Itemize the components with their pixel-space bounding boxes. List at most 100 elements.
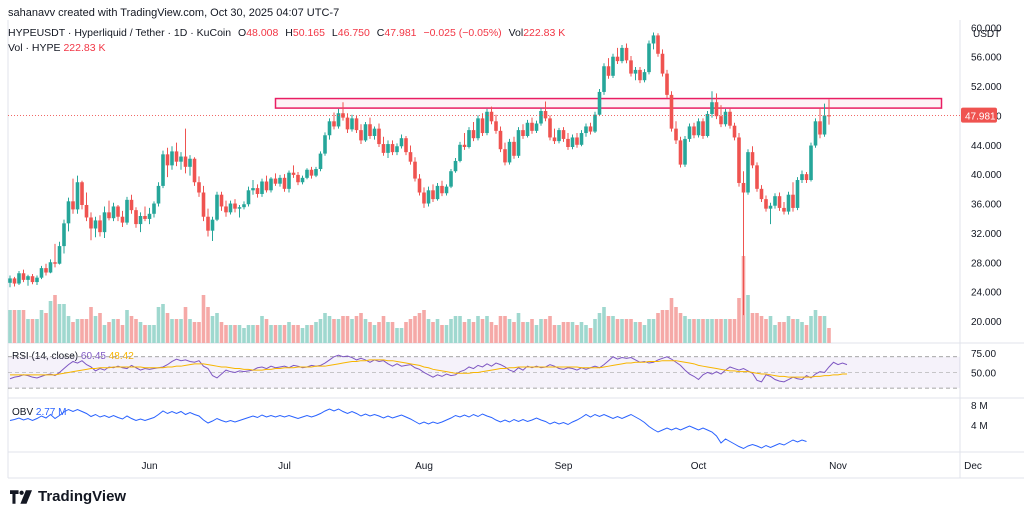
volume-bar [543,319,548,343]
candle-body [431,190,435,200]
low-label: L [331,27,338,39]
volume-bar [291,325,296,343]
volume-bar [242,328,246,343]
volume-bar [435,319,440,343]
price-tick-label: 40.000 [971,170,1002,181]
volume-bar [323,313,327,343]
candle-body [723,111,728,125]
volume-bar [363,319,368,343]
volume-bar [48,301,53,343]
candle-body [822,115,827,135]
volume-bar [444,325,449,343]
volume-bar [278,325,282,343]
volume-bar [818,316,822,343]
candle-body [755,165,759,189]
candle-body [246,190,251,205]
candle-body [714,102,719,117]
volume-bar [413,316,417,343]
volume-bar [156,307,161,343]
candle-body [525,122,530,136]
volume-legend-value: 222.83 K [63,42,106,54]
candle-body [219,194,224,207]
volume-bar [503,316,507,343]
price-tick-label: 44.000 [971,141,1002,152]
volume-bar [134,319,138,343]
volume-bar [102,325,107,343]
candle-body [134,210,138,225]
volume-bar [809,316,813,343]
candle-body [633,69,638,74]
volume-bar [516,313,521,343]
candle-body [710,102,714,114]
symbol-name[interactable]: HYPEUSDT · Hyperliquid / Tether · 1D · K… [8,27,232,39]
candle-body [395,146,399,153]
volume-bar [588,328,593,343]
volume-bar [21,310,26,343]
candle-body [444,186,449,194]
symbol-ohlc-line: HYPEUSDT · Hyperliquid / Tether · 1D · K… [8,27,565,39]
candle-body [287,172,291,189]
volume-bar [197,322,201,343]
volume-bar [341,316,345,343]
volume-bar [732,319,737,343]
volume-bar [192,322,197,343]
obv-legend[interactable]: OBV 2.77 M [12,407,66,418]
volume-bar [570,322,575,343]
candle-body [728,111,732,126]
candle-body [732,125,737,138]
volume-bar [584,325,588,343]
candle-body [102,212,107,233]
time-tick-label: Jul [278,461,291,472]
candle-body [453,160,458,172]
volume-bar [318,319,323,343]
candle-body [264,181,269,191]
candle-body [647,43,651,73]
candle-body [143,216,147,219]
candle-body [759,188,764,200]
candle-body [404,138,408,153]
candle-body [138,216,143,225]
candle-body [678,140,683,165]
candle-body [125,199,129,223]
volume-bar [476,316,480,343]
volume-bar [287,322,291,343]
candle-body [498,130,503,150]
volume-bar [57,304,62,343]
candle-body [561,130,566,139]
candle-body [17,273,21,284]
volume-bar [309,325,314,343]
volume-bar [147,325,152,343]
volume-bar [764,319,768,343]
volume-bar [710,319,714,343]
candle-body [26,276,30,280]
candle-body [737,137,741,183]
candle-body [206,216,210,231]
candle-body [485,111,489,134]
volume-bar [138,322,143,343]
volume-bar [327,316,332,343]
candle-body [426,190,431,204]
candle-body [818,121,822,135]
last-price-tag-text: 47.981 [965,112,996,123]
candle-body [80,182,84,205]
volume-bar [642,325,647,343]
volume-bar [737,298,741,343]
volume-legend[interactable]: Vol · HYPE 222.83 K [8,42,106,54]
candle-body [215,194,219,220]
volume-bar [296,325,300,343]
volume-bar [381,316,386,343]
candle-body [750,152,755,166]
volume-bar [399,328,404,343]
volume-bar [705,319,710,343]
candle-body [782,207,786,212]
volume-bar [656,313,660,343]
volume-bar [615,319,620,343]
candle-body [629,60,633,74]
candle-body [21,273,26,280]
volume-bar [174,319,179,343]
candle-body [300,177,305,183]
volume-bar [233,325,237,343]
volume-bar [264,319,269,343]
volume-legend-label: Vol · HYPE [8,42,61,54]
